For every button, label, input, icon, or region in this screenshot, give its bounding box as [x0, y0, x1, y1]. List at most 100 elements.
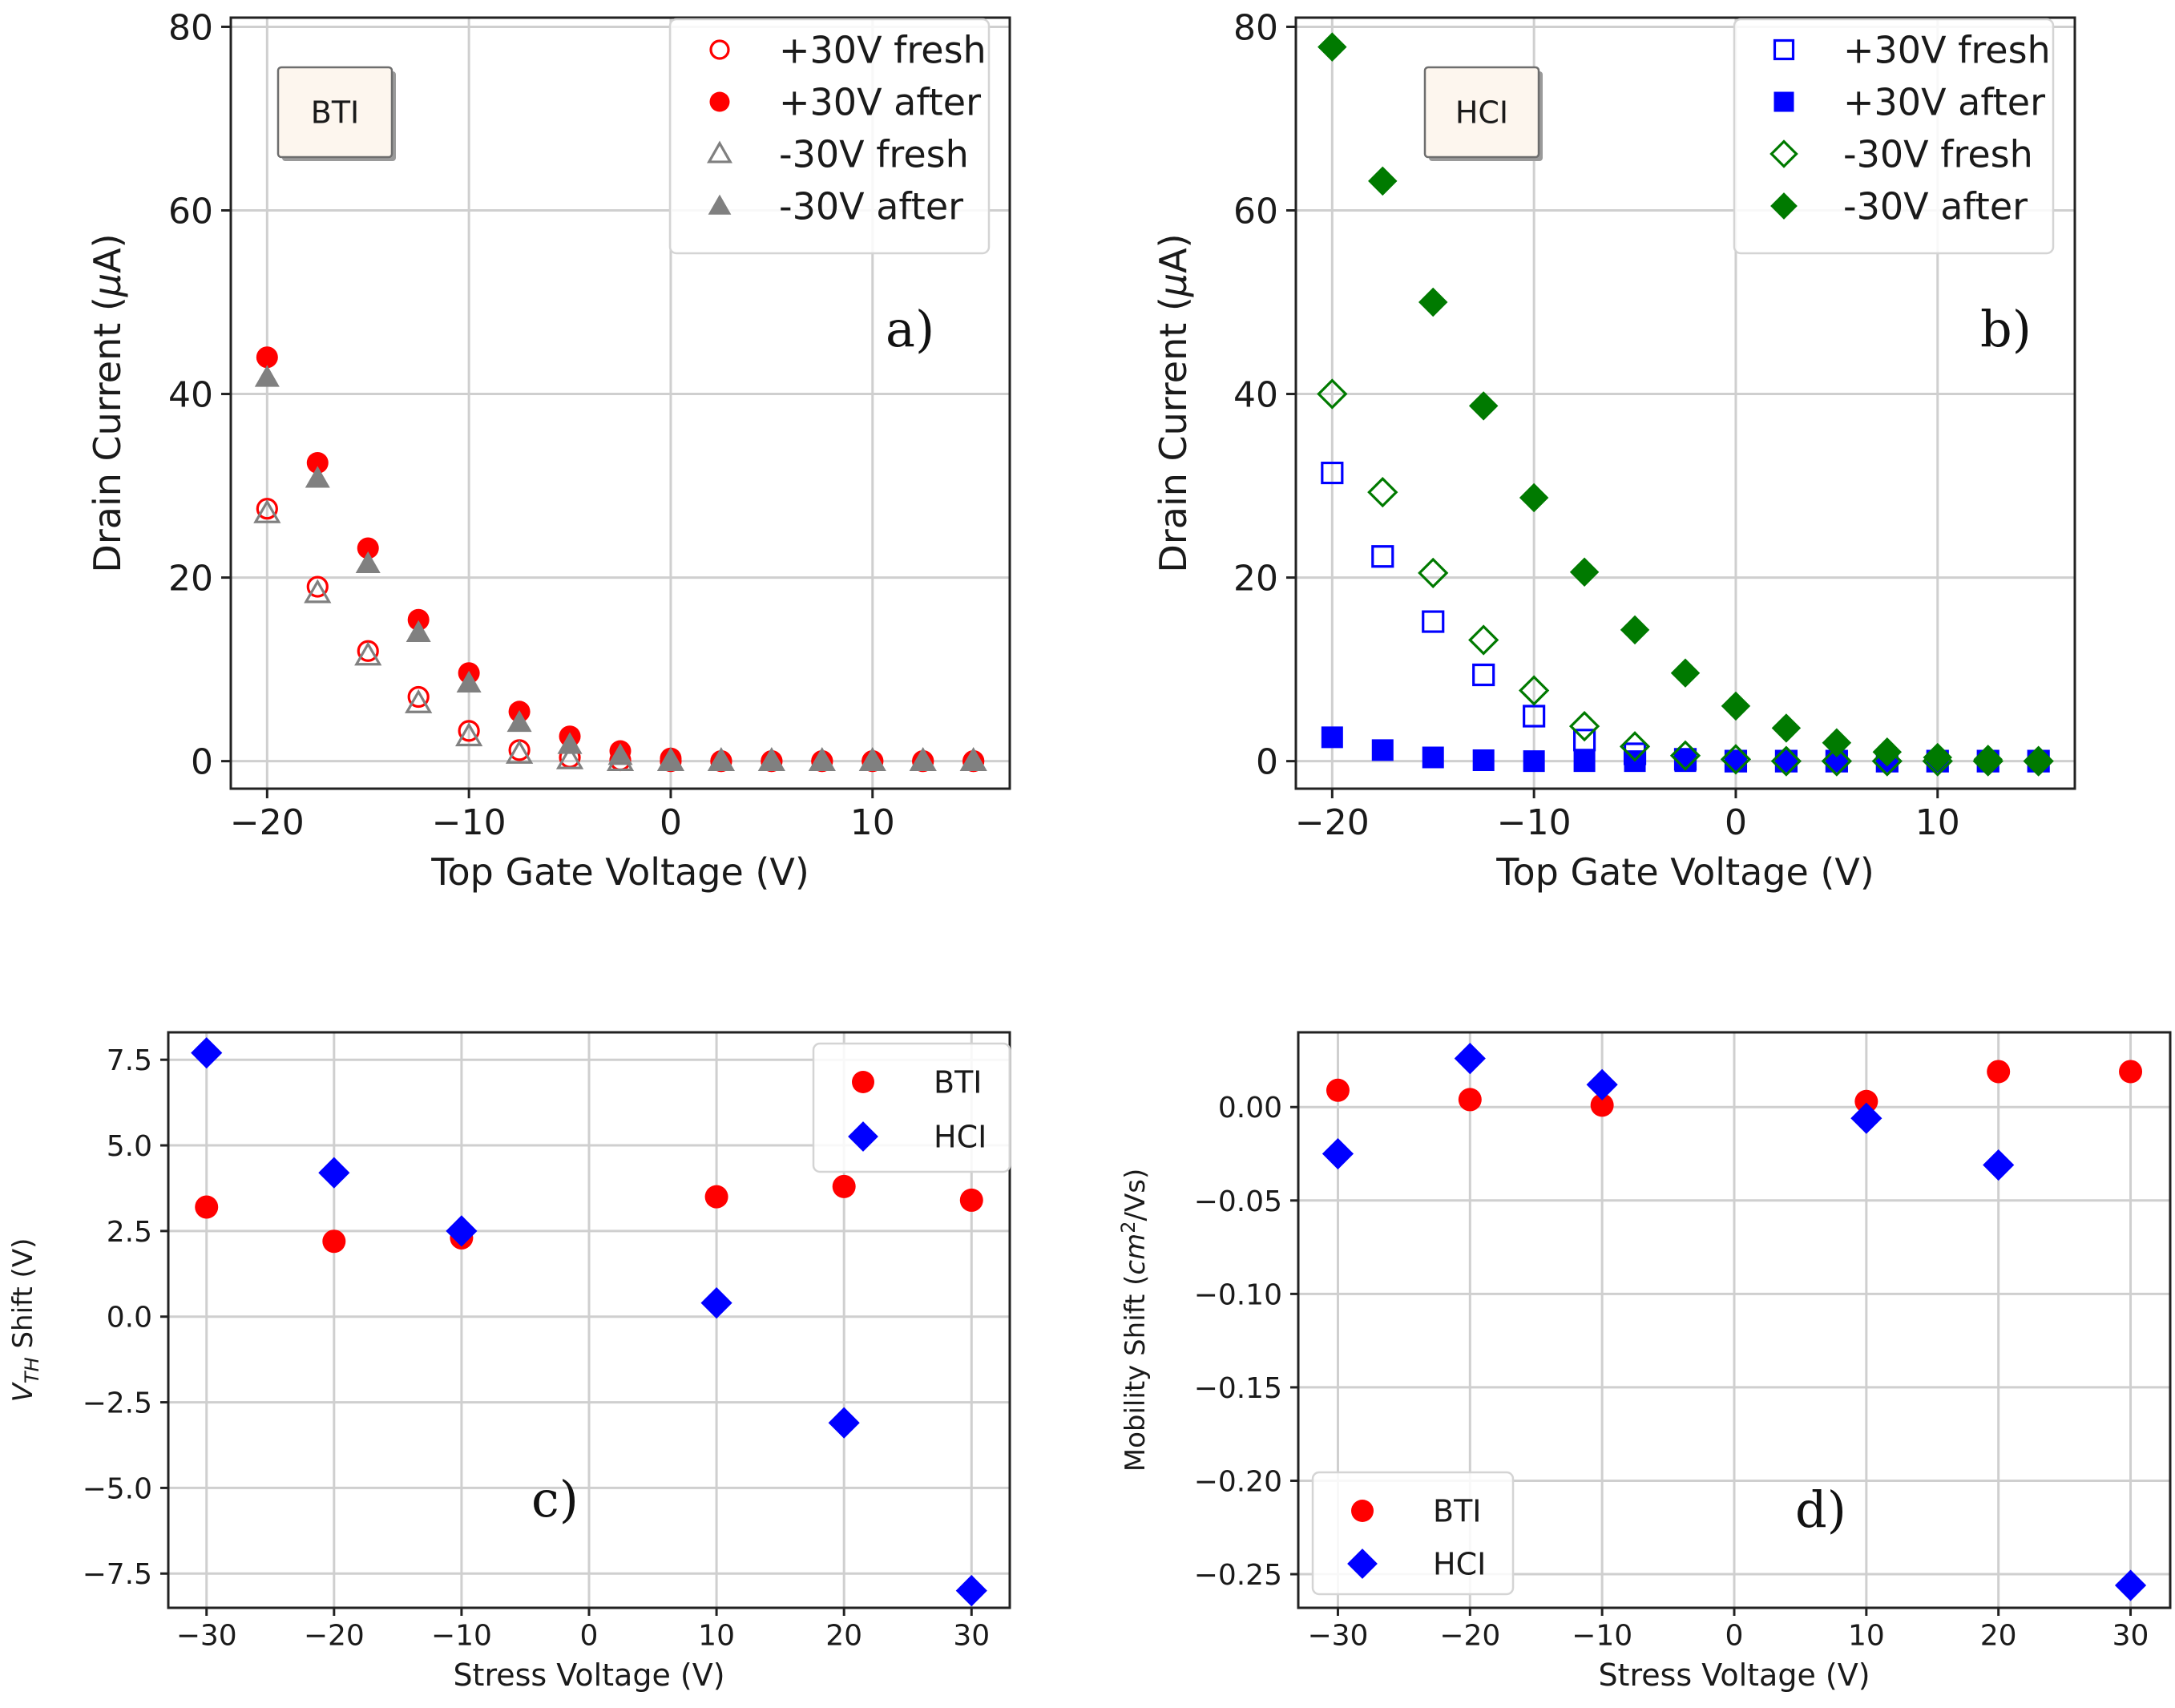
annotation-box-label: BTI	[311, 95, 360, 131]
data-point	[1720, 744, 1752, 775]
data-point	[1454, 1043, 1486, 1075]
data-point	[1468, 624, 1499, 656]
data-point	[1670, 658, 1701, 688]
annotation-box-label: HCI	[1455, 95, 1508, 131]
data-point	[832, 1174, 856, 1198]
data-point	[1458, 1088, 1482, 1112]
y-tick-label: 0.0	[107, 1302, 152, 1335]
y-axis-label: Mobility Shift (cm2/Vs)	[1117, 1169, 1152, 1472]
x-tick-label: 20	[1980, 1620, 2017, 1653]
y-tick-label: 40	[168, 374, 213, 415]
y-tick-label: 60	[168, 191, 213, 232]
legend-box	[1733, 18, 2055, 255]
data-point	[305, 466, 330, 488]
x-axis-label: Top Gate Voltage (V)	[430, 850, 809, 894]
data-point	[354, 641, 382, 666]
y-tick-label: 80	[1233, 7, 1278, 48]
data-point	[1418, 287, 1448, 317]
chart-panel-c: −30 −20 −10 0 10 20 30 7.5 5.0 2.5 0.0 −2.5 −5.0 −7.5…	[7, 1031, 1011, 1693]
data-point	[658, 749, 684, 771]
data-point	[1573, 750, 1596, 773]
data-point	[759, 749, 785, 771]
series--30v-after	[1318, 32, 2053, 776]
data-point	[1850, 1102, 1882, 1134]
data-point	[1468, 391, 1499, 421]
legend-label: -30V fresh	[779, 133, 969, 176]
data-point	[1674, 750, 1697, 773]
legend-marker	[852, 1071, 874, 1093]
data-point	[1973, 745, 2003, 774]
x-axis-label: Top Gate Voltage (V)	[1495, 850, 1874, 894]
data-point	[700, 1287, 732, 1319]
data-point	[809, 749, 835, 771]
data-point	[446, 1215, 478, 1247]
data-point	[256, 498, 278, 520]
data-point	[505, 739, 534, 764]
chart-panel-b: −20 −10 0 10 0 20 40 60 80 Top Gate Voltage (V) Dr…	[1152, 7, 2076, 894]
data-point	[456, 670, 482, 692]
x-tick-label: −20	[304, 1620, 365, 1653]
legend: +30V fresh +30V after -30V fresh -30V after	[1733, 18, 2055, 255]
y-tick-label: 0.00	[1218, 1092, 1282, 1125]
legend-label: +30V after	[779, 81, 981, 124]
data-point	[254, 365, 280, 387]
legend-marker	[848, 1121, 878, 1152]
y-tick-label: −0.25	[1194, 1559, 1282, 1592]
legend-marker	[709, 39, 730, 60]
data-point	[253, 499, 281, 523]
data-point	[1822, 728, 1852, 757]
data-point	[708, 749, 734, 771]
data-point	[1322, 1137, 1354, 1170]
data-point	[256, 346, 278, 369]
legend-label: -30V fresh	[1843, 133, 2033, 176]
series-bti	[195, 1174, 983, 1254]
series-hci	[191, 1037, 987, 1607]
x-tick-label: 20	[825, 1620, 862, 1653]
x-tick-label: 10	[698, 1620, 735, 1653]
data-point	[1326, 1078, 1350, 1102]
data-point	[1721, 691, 1751, 721]
panel-label: d)	[1795, 1480, 1846, 1539]
y-tick-label: −0.05	[1194, 1185, 1282, 1218]
legend-label: -30V after	[1843, 185, 2028, 228]
data-point	[961, 749, 987, 771]
data-point	[1422, 746, 1444, 769]
y-tick-label: 20	[168, 558, 213, 599]
x-tick-label: 10	[850, 802, 895, 843]
panel-label: a)	[886, 300, 934, 358]
data-point	[1854, 1089, 1878, 1113]
chart-panel-a: −20 −10 0 10 0 20 40 60 80 Top Gate Voltage (V) Dr…	[86, 7, 1011, 894]
data-point	[1318, 32, 1347, 62]
y-tick-label: −0.15	[1194, 1372, 1282, 1405]
axes-frame	[229, 16, 1011, 790]
data-point	[306, 575, 329, 598]
x-tick-label: 0	[660, 802, 682, 843]
data-point	[357, 537, 379, 559]
data-point	[322, 1230, 346, 1254]
data-point	[1826, 750, 1848, 773]
y-tick-label: 40	[1233, 374, 1278, 415]
x-tick-label: −10	[1572, 1620, 1632, 1653]
data-point	[1368, 166, 1398, 196]
data-point	[506, 710, 532, 733]
data-point	[1317, 378, 1348, 410]
x-tick-label: 10	[1915, 802, 1960, 843]
x-axis-label: Stress Voltage (V)	[453, 1658, 724, 1693]
data-point	[458, 720, 480, 742]
x-tick-label: 30	[2112, 1620, 2149, 1653]
series--30v-after	[1321, 726, 2050, 773]
legend-marker	[1351, 1500, 1374, 1522]
data-point	[1519, 483, 1549, 513]
series--30v-after	[254, 365, 987, 771]
y-tick-label: 0	[191, 741, 213, 782]
data-point	[1619, 731, 1651, 762]
data-point	[1923, 742, 1952, 773]
y-tick-label: −0.10	[1194, 1278, 1282, 1311]
data-point	[910, 749, 936, 771]
data-point	[704, 1185, 728, 1209]
data-point	[455, 722, 483, 747]
data-point	[1321, 461, 1344, 485]
x-tick-label: −20	[1439, 1620, 1500, 1653]
data-point	[1586, 1068, 1618, 1100]
y-tick-label: 5.0	[107, 1130, 152, 1163]
